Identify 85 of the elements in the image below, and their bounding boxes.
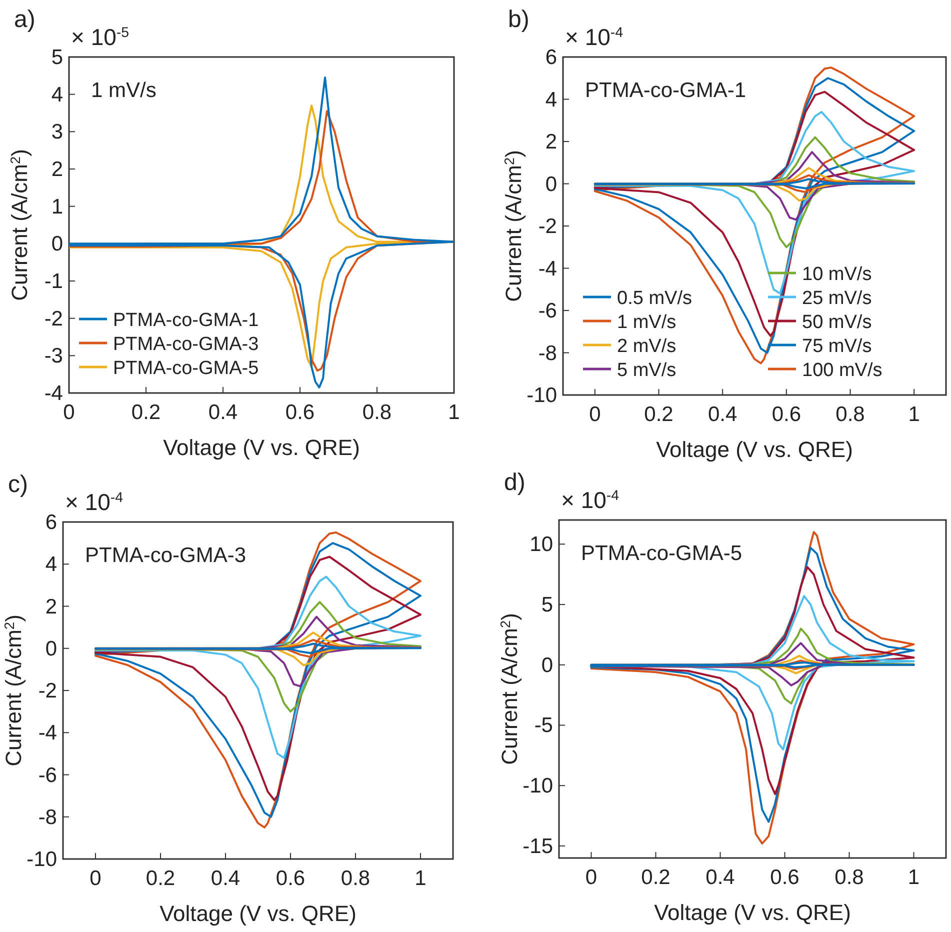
text: × 10$^{-4}$ [561, 487, 620, 513]
x-tick-label: 1 [448, 401, 460, 424]
y-tick-label: 1 [51, 195, 63, 218]
x-tick-label: 0.8 [834, 866, 864, 889]
text: a) [14, 6, 36, 33]
x-axis-title: Voltage (V vs. QRE) [160, 901, 356, 926]
x-tick-label: 0.6 [770, 866, 800, 889]
x-tick-label: 0 [585, 866, 598, 889]
y-tick-label: 0 [545, 172, 557, 196]
y-tick-label: 4 [545, 88, 558, 112]
legend-label: 10 mV/s [802, 264, 872, 285]
y-tick-label: -10 [522, 774, 553, 798]
text: × 10$^{-4}$ [565, 24, 624, 50]
y-tick-label: 4 [45, 553, 58, 576]
y-tick-label: -2 [38, 680, 57, 702]
text: b) [508, 6, 530, 33]
text: × 10$^{-5}$ [71, 24, 130, 50]
y-tick-label: -6 [538, 300, 557, 322]
x-tick-label: 0.8 [836, 403, 865, 426]
x-tick-label: 0.6 [285, 401, 315, 424]
x-tick-label: 1 [414, 867, 426, 890]
y-tick-label: -4 [538, 257, 558, 280]
y-tick-label: -8 [538, 342, 557, 365]
annotation: PTMA-co-GMA-5 [581, 542, 742, 565]
y-tick-label: -1 [44, 270, 63, 293]
y-tick-label: 3 [51, 120, 63, 144]
x-tick-label: 0 [589, 403, 601, 426]
y-tick-label: 2 [545, 130, 557, 154]
x-tick-label: 0.2 [644, 403, 674, 426]
y-tick-label: 0 [51, 232, 63, 256]
y-tick-label: 4 [51, 83, 64, 106]
x-tick-label: 0.8 [340, 867, 370, 890]
legend-label: PTMA-co-GMA-5 [113, 358, 259, 379]
y-tick-label: 5 [541, 594, 553, 616]
y-tick-label: -8 [38, 806, 57, 829]
y-tick-label: -2 [44, 307, 63, 330]
x-tick-label: 0.4 [708, 403, 738, 426]
x-tick-label: 1 [908, 866, 920, 889]
x-axis-title: Voltage (V vs. QRE) [656, 437, 853, 462]
y-tick-label: -10 [26, 848, 57, 871]
legend-label: 50 mV/s [802, 312, 872, 333]
x-tick-label: 0.2 [641, 866, 670, 889]
y-tick-label: 5 [51, 46, 63, 69]
y-tick-label: -4 [44, 382, 64, 405]
y-tick-label: -3 [44, 344, 63, 368]
x-tick-label: 0.8 [362, 401, 392, 424]
x-tick-label: 0.4 [706, 866, 736, 889]
x-axis-title: Voltage (V vs. QRE) [654, 900, 851, 925]
text: d) [504, 469, 526, 496]
x-tick-label: 0.4 [210, 867, 240, 890]
legend-label: 5 mV/s [617, 360, 676, 381]
x-tick-label: 1 [908, 403, 920, 426]
legend-label: 0.5 mV/s [617, 288, 692, 309]
y-tick-label: -4 [38, 722, 58, 745]
legend-label: PTMA-co-GMA-1 [113, 310, 259, 331]
annotation: 1 mV/s [91, 79, 156, 102]
x-axis-title: Voltage (V vs. QRE) [163, 435, 360, 460]
y-tick-label: -10 [526, 384, 557, 407]
legend-label: 2 mV/s [617, 336, 676, 357]
legend-label: 75 mV/s [802, 336, 872, 357]
y-tick-label: 0 [541, 654, 553, 677]
y-tick-label: 10 [530, 533, 553, 556]
x-tick-label: 0.6 [772, 403, 802, 426]
legend-label: PTMA-co-GMA-3 [113, 334, 259, 355]
x-tick-label: 0.4 [208, 401, 238, 424]
x-tick-label: 0.2 [146, 867, 176, 890]
y-tick-label: 0 [45, 637, 57, 660]
text: c) [8, 471, 28, 498]
y-tick-label: -5 [534, 714, 553, 738]
y-tick-label: 2 [45, 595, 57, 618]
annotation: PTMA-co-GMA-3 [85, 544, 246, 567]
x-tick-label: 0.2 [131, 401, 161, 424]
y-tick-label: 2 [51, 158, 63, 181]
annotation: PTMA-co-GMA-1 [585, 79, 746, 102]
legend-label: 1 mV/s [617, 312, 676, 333]
legend-label: 100 mV/s [802, 360, 882, 381]
y-tick-label: -6 [38, 764, 57, 787]
y-tick-label: 6 [45, 511, 57, 534]
y-tick-label: -15 [522, 834, 553, 858]
x-tick-label: 0.6 [276, 867, 306, 890]
x-tick-label: 0 [90, 867, 102, 890]
text: × 10$^{-4}$ [65, 489, 124, 515]
y-tick-label: 6 [545, 46, 557, 69]
y-tick-label: -2 [538, 215, 557, 238]
legend-label: 25 mV/s [802, 288, 872, 309]
